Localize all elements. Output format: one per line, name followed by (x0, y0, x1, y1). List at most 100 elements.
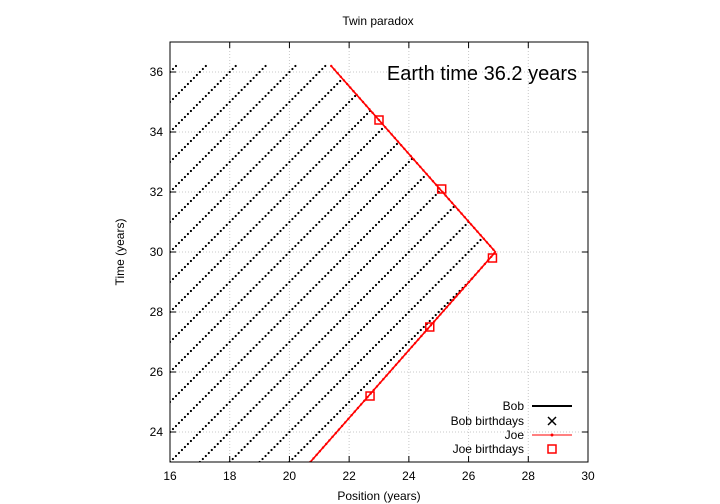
bob-point (327, 421, 330, 425)
bob-point (270, 88, 273, 92)
bob-point (252, 256, 255, 260)
bob-point (434, 253, 437, 257)
bob-point (213, 385, 216, 389)
legend-label: Joe (505, 428, 525, 442)
bob-point (318, 250, 321, 254)
bob-point (389, 208, 393, 212)
bob-point (282, 226, 285, 230)
bob-point (231, 187, 234, 191)
bob-point (291, 307, 294, 311)
bob-point (285, 193, 288, 197)
bob-point (365, 202, 369, 206)
bob-point (404, 253, 407, 257)
bob-line (170, 109, 372, 314)
bob-point (222, 406, 225, 410)
bob-line (170, 190, 440, 462)
bob-point (201, 397, 204, 401)
y-tick-label: 28 (150, 305, 164, 319)
bob-point (368, 139, 372, 143)
joe-point (368, 108, 371, 111)
bob-point (336, 232, 339, 236)
bob-point (240, 418, 243, 422)
bob-point (234, 184, 237, 188)
bob-point (362, 355, 366, 359)
bob-point (219, 199, 222, 203)
bob-point (303, 295, 306, 299)
bob-point (368, 229, 372, 233)
joe-birthday-marker (425, 322, 435, 332)
bob-point (300, 358, 303, 362)
bob-point (425, 262, 428, 266)
bob-point (249, 259, 252, 263)
joe-point (337, 428, 341, 431)
bob-point (246, 202, 249, 206)
bob-point (195, 403, 198, 407)
bob-point (321, 277, 324, 281)
bob-point (392, 205, 396, 209)
bob-point (333, 265, 336, 269)
bob-point (309, 289, 312, 293)
x-axis-label: Position (years) (337, 489, 420, 503)
bob-point (368, 169, 372, 173)
bob-point (282, 136, 285, 140)
bob-point (216, 142, 219, 146)
bob-point (258, 250, 261, 254)
bob-point (306, 172, 309, 176)
bob-point (261, 427, 264, 431)
bob-point (246, 172, 249, 176)
bob-point (318, 100, 321, 104)
bob-point (389, 178, 393, 182)
bob-point (401, 166, 404, 170)
bob-point (416, 331, 419, 335)
bob-point (198, 310, 201, 314)
bob-point (234, 274, 237, 278)
bob-point (303, 265, 306, 269)
bob-point (255, 163, 258, 167)
bob-point (357, 151, 360, 155)
bob-point (204, 184, 207, 188)
bob-point (348, 160, 351, 164)
bob-point (330, 148, 333, 152)
bob-point (392, 355, 396, 359)
bob-point (198, 430, 201, 434)
joe-point (321, 446, 325, 449)
bob-point (404, 283, 407, 287)
bob-point (297, 181, 300, 185)
bob-point (198, 340, 201, 344)
bob-point (470, 247, 473, 251)
joe-point (455, 295, 458, 298)
joe-point (434, 183, 438, 186)
bob-point (404, 223, 407, 227)
bob-point (339, 109, 342, 113)
bob-point (398, 229, 401, 233)
bob-point (225, 253, 228, 257)
bob-point (300, 418, 303, 422)
bob-point (383, 214, 387, 218)
bob-point (315, 403, 318, 407)
bob-point (410, 217, 413, 221)
bob-point (294, 184, 297, 188)
bob-point (204, 244, 207, 248)
x-tick-label: 26 (462, 469, 476, 483)
bob-point (374, 193, 378, 197)
bob-point (306, 442, 309, 446)
bob-point (413, 184, 416, 188)
bob-point (303, 355, 306, 359)
bob-point (318, 130, 321, 134)
bob-point (261, 187, 264, 191)
bob-point (413, 274, 416, 278)
bob-point (371, 316, 375, 320)
bob-point (312, 346, 315, 350)
bob-point (324, 64, 327, 68)
bob-point (240, 328, 243, 332)
bob-point (368, 319, 372, 323)
bob-point (312, 106, 315, 110)
bob-point (410, 337, 413, 341)
bob-point (312, 166, 315, 170)
bob-point (386, 241, 390, 245)
bob-point (174, 454, 178, 458)
bob-point (300, 208, 303, 212)
bob-point (183, 115, 187, 119)
bob-point (201, 367, 204, 371)
bob-point (357, 121, 360, 125)
